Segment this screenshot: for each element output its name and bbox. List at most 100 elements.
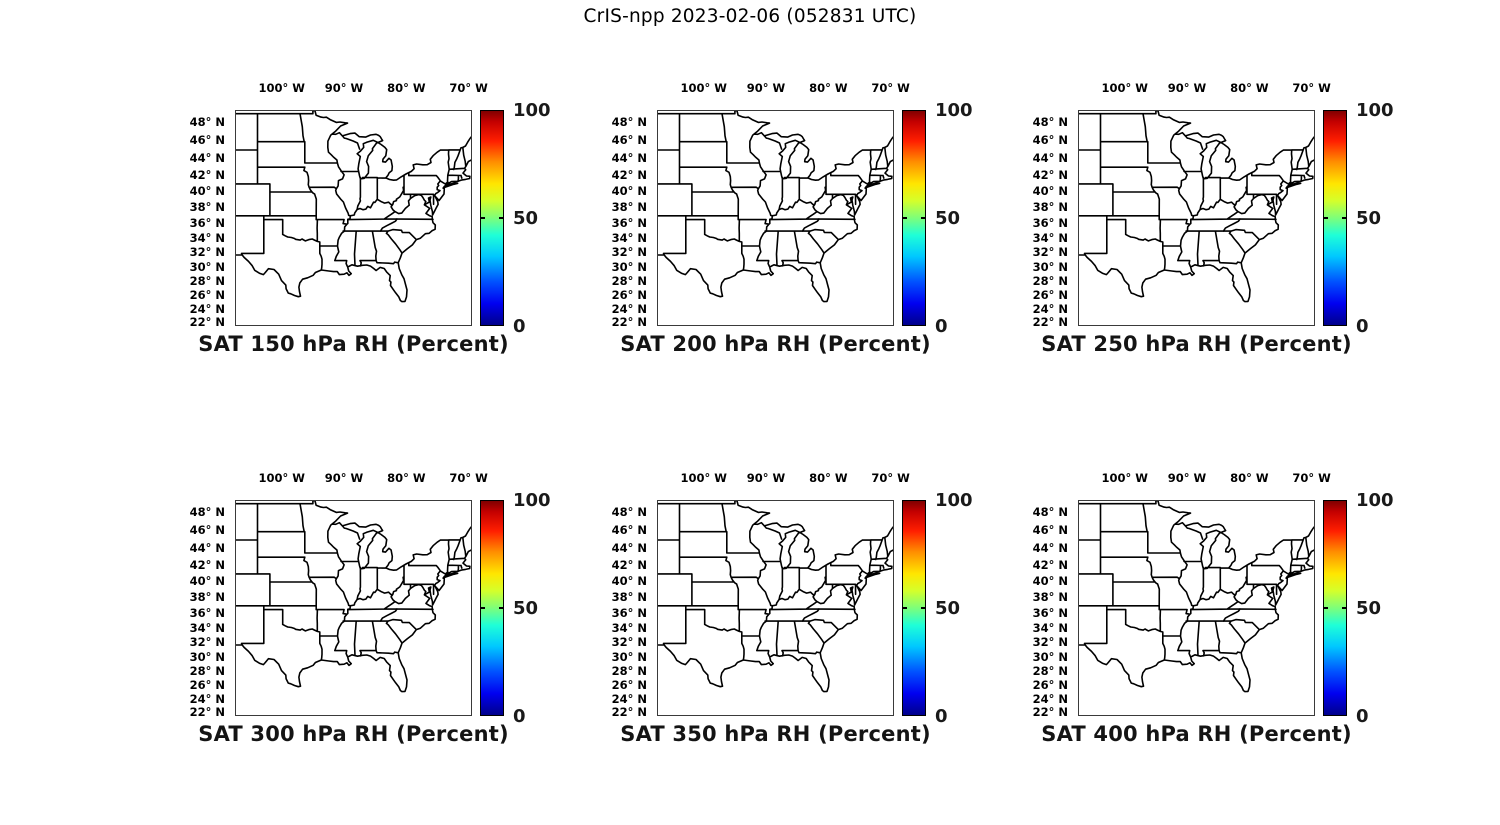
latitude-tick-label: 46° N (1032, 133, 1068, 148)
colorbar-mid-tick (903, 217, 907, 219)
latitude-tick-label: 38° N (189, 200, 225, 214)
latitude-tick-label: 32° N (189, 245, 225, 260)
latitude-tick-label: 26° N (1032, 677, 1068, 692)
longitude-tick-label: 80° W (809, 81, 848, 95)
panel-title: SAT 150 hPa RH (Percent) (198, 332, 509, 356)
latitude-tick-label: 38° N (1032, 590, 1068, 604)
map-plot-area (1078, 500, 1315, 716)
latitude-tick-label: 30° N (189, 259, 225, 274)
latitude-tick-label: 48° N (1032, 115, 1068, 129)
latitude-tick-label: 26° N (189, 287, 225, 302)
colorbar-gradient (903, 111, 925, 325)
panel-sat-200-hpa: SAT 200 hPa RH (Percent) 100° W 90° W 80° … (612, 81, 973, 356)
colorbar-tick-label: 50 (513, 208, 539, 229)
latitude-tick-label: 42° N (189, 557, 225, 572)
longitude-tick-label: 80° W (809, 471, 848, 485)
latitude-tick-label: 40° N (1032, 184, 1068, 198)
panel-sat-400-hpa: SAT 400 hPa RH (Percent) 100° W 90° W 80° … (1033, 471, 1394, 746)
latitude-tick-label: 46° N (611, 523, 647, 538)
latitude-tick-label: 44° N (189, 150, 225, 165)
latitude-tick-label: 32° N (611, 635, 647, 650)
colorbar-tick-label: 100 (935, 490, 973, 511)
colorbar-gradient (481, 501, 503, 715)
latitude-tick-label: 22° N (1032, 705, 1068, 719)
colorbar-mid-tick (921, 607, 925, 609)
colorbar-mid-tick (1324, 217, 1328, 219)
longitude-tick-label: 90° W (746, 81, 786, 95)
latitude-tick-label: 44° N (611, 150, 647, 165)
latitude-tick-label: 46° N (189, 523, 225, 538)
colorbar: 100 50 0 (1323, 491, 1394, 727)
map-plot-area (235, 110, 472, 326)
latitude-tick-label: 26° N (189, 677, 225, 692)
colorbar-tick-label: 100 (1356, 490, 1394, 511)
colorbar: 100 50 0 (480, 491, 551, 727)
colorbar-mid-tick (481, 217, 485, 219)
colorbar-tick-label: 50 (513, 598, 539, 619)
longitude-tick-label: 80° W (387, 81, 426, 95)
longitude-tick-label: 80° W (1230, 471, 1269, 485)
us-state-boundaries-map (236, 111, 471, 303)
latitude-tick-label: 34° N (189, 230, 225, 245)
panel-title: SAT 400 hPa RH (Percent) (1041, 722, 1352, 746)
longitude-tick-label: 70° W (871, 471, 910, 485)
us-state-boundaries-map (1079, 111, 1314, 303)
panel-title: SAT 200 hPa RH (Percent) (620, 332, 931, 356)
latitude-tick-label: 36° N (611, 215, 647, 230)
latitude-tick-label: 26° N (611, 287, 647, 302)
latitude-tick-label: 48° N (189, 505, 225, 519)
latitude-tick-label: 42° N (189, 167, 225, 182)
panel-sat-150-hpa: SAT 150 hPa RH (Percent) 100° W 90° W 80° … (190, 81, 551, 356)
panel-sat-300-hpa: SAT 300 hPa RH (Percent) 100° W 90° W 80° … (190, 471, 551, 746)
colorbar-tick-label: 0 (1356, 706, 1369, 727)
longitude-tick-label: 100° W (1101, 471, 1148, 485)
us-state-boundaries-map (658, 501, 893, 693)
latitude-tick-label: 26° N (611, 677, 647, 692)
panel-sat-350-hpa: SAT 350 hPa RH (Percent) 100° W 90° W 80° … (612, 471, 973, 746)
map-plot-area (657, 110, 894, 326)
latitude-tick-label: 44° N (611, 540, 647, 555)
panel-sat-250-hpa: SAT 250 hPa RH (Percent) 100° W 90° W 80° … (1033, 81, 1394, 356)
latitude-tick-label: 32° N (1032, 635, 1068, 650)
latitude-tick-label: 24° N (611, 301, 647, 316)
latitude-tick-label: 24° N (189, 301, 225, 316)
longitude-tick-label: 80° W (1230, 81, 1269, 95)
latitude-tick-label: 24° N (1032, 691, 1068, 706)
latitude-tick-label: 22° N (611, 315, 647, 329)
longitude-tick-label: 70° W (1292, 81, 1331, 95)
longitude-tick-label: 90° W (746, 471, 786, 485)
longitude-tick-label: 100° W (680, 81, 727, 95)
colorbar-gradient (903, 501, 925, 715)
colorbar-tick-label: 50 (1356, 208, 1382, 229)
latitude-tick-label: 42° N (611, 167, 647, 182)
latitude-tick-label: 22° N (611, 705, 647, 719)
latitude-tick-label: 44° N (189, 540, 225, 555)
longitude-tick-label: 100° W (1101, 81, 1148, 95)
latitude-tick-label: 40° N (189, 184, 225, 198)
latitude-tick-label: 28° N (611, 664, 647, 678)
latitude-tick-label: 34° N (1032, 620, 1068, 635)
colorbar-tick-label: 0 (935, 706, 948, 727)
latitude-tick-label: 36° N (189, 215, 225, 230)
colorbar-mid-tick (499, 607, 503, 609)
longitude-tick-label: 90° W (1167, 81, 1207, 95)
longitude-tick-label: 70° W (449, 471, 488, 485)
latitude-tick-label: 38° N (611, 200, 647, 214)
colorbar-tick-label: 50 (935, 598, 961, 619)
colorbar-mid-tick (1324, 607, 1328, 609)
colorbar-mid-tick (903, 607, 907, 609)
latitude-tick-label: 34° N (189, 620, 225, 635)
latitude-tick-label: 30° N (611, 259, 647, 274)
colorbar-tick-label: 100 (513, 490, 551, 511)
latitude-tick-label: 42° N (1032, 557, 1068, 572)
map-plot-area (657, 500, 894, 716)
latitude-tick-label: 36° N (1032, 605, 1068, 620)
latitude-tick-label: 48° N (611, 115, 647, 129)
colorbar-mid-tick (499, 217, 503, 219)
us-state-boundaries-map (236, 501, 471, 693)
latitude-tick-label: 32° N (189, 635, 225, 650)
panel-title: SAT 350 hPa RH (Percent) (620, 722, 931, 746)
colorbar-tick-label: 100 (935, 100, 973, 121)
latitude-tick-label: 22° N (189, 705, 225, 719)
longitude-tick-label: 90° W (324, 471, 364, 485)
